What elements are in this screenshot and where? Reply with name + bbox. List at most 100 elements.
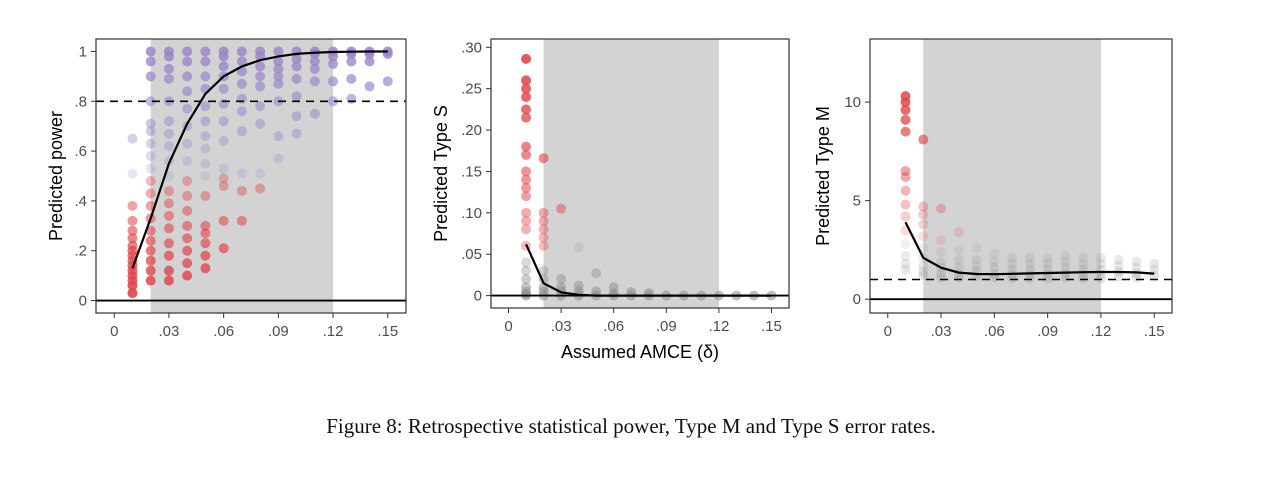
data-point [236,56,247,67]
y-tick-label: .8 [74,93,87,110]
data-point [218,173,229,184]
data-point [200,158,211,169]
data-point [1078,258,1089,269]
data-point [236,78,247,89]
data-point [521,75,532,86]
data-point [182,46,193,57]
panel-type-s: 0 .03 .06 .09 .12 .15 0 .05 .10 .15 .20 .25 .30 Predi… [431,38,790,362]
data-point [273,46,284,57]
data-point [291,128,302,139]
data-point [900,258,911,269]
data-point [218,215,229,226]
data-point [1113,254,1124,265]
data-point [163,63,174,74]
data-point [182,190,193,201]
data-point [521,191,532,202]
data-point [200,116,211,127]
data-point [218,83,229,94]
data-point [145,126,156,137]
data-point [900,199,911,210]
data-point [918,260,929,271]
x-tick-label: .09 [268,323,289,340]
y-tick-label: .6 [74,143,87,160]
data-point [236,168,247,179]
x-tick-label: 0 [884,323,892,340]
data-point [145,255,156,266]
data-point [236,106,247,117]
data-point [200,71,211,82]
data-point [218,243,229,254]
data-point [1149,264,1160,275]
data-point [936,272,947,283]
data-point [200,143,211,154]
x-tick-label: .12 [708,318,729,335]
data-point [236,46,247,57]
data-point [163,265,174,276]
fitted-curve [904,221,1155,276]
y-tick-label: .15 [461,163,482,180]
data-point [953,272,964,283]
data-point [273,78,284,89]
data-point [1042,273,1053,284]
data-point [163,198,174,209]
data-point [182,205,193,216]
data-point [521,174,532,185]
panel-power: 0 .03 .06 .09 .12 .15 0 .2 .4 .6 .8 1 Predicted powe… [46,38,407,340]
data-point [145,118,156,129]
data-point [538,216,549,227]
data-point [1095,273,1106,284]
data-point [900,104,911,115]
data-point [971,254,982,265]
data-point [145,46,156,57]
y-axis-label: Predicted power [46,111,66,241]
x-tick-label: .06 [984,323,1005,340]
data-point [145,265,156,276]
data-point [346,73,357,84]
data-point [900,239,911,250]
x-tick-label: .09 [1037,323,1058,340]
x-tick-label: .06 [603,318,624,335]
data-point [200,56,211,67]
data-point [1042,258,1053,269]
data-point [1007,273,1018,284]
data-point [538,265,549,276]
data-point [163,210,174,221]
data-point [346,93,357,104]
data-point [521,112,532,123]
y-tick-label: .30 [461,39,482,56]
data-point [1007,258,1018,269]
data-point [521,53,532,64]
data-point [200,190,211,201]
data-point [182,56,193,67]
shaded-region [923,39,1101,313]
data-point [182,258,193,269]
data-point [145,56,156,67]
data-point [918,270,929,281]
data-point [273,153,284,164]
data-point [328,76,339,87]
data-point [200,250,211,261]
data-point [1078,252,1089,263]
data-point [145,163,156,174]
data-point [127,215,138,226]
data-point [328,96,339,107]
data-point [936,256,947,267]
figure-caption: Figure 8: Retrospective statistical powe… [326,414,936,438]
data-point [200,220,211,231]
data-point [309,76,320,87]
data-point [236,126,247,137]
data-point [218,163,229,174]
data-point [1007,252,1018,263]
data-point [218,61,229,72]
data-point [163,275,174,286]
data-point [521,104,532,115]
data-point [346,56,357,67]
data-point [521,257,532,268]
figure: 0 .03 .06 .09 .12 .15 0 .2 .4 .6 .8 1 Predicted powe… [46,38,1173,362]
data-point [918,231,929,242]
data-point [1131,256,1142,267]
data-point [145,151,156,162]
data-point [556,274,567,285]
data-point [953,244,964,255]
data-point [521,224,532,235]
